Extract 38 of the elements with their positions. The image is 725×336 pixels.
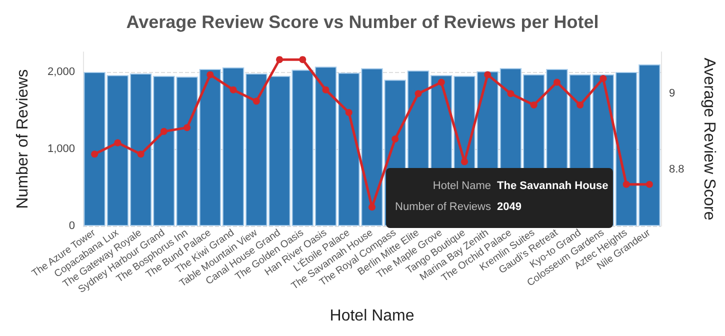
- annotation: Number of Reviews: [395, 201, 491, 213]
- point: [438, 78, 445, 86]
- point: [91, 150, 98, 158]
- point: [322, 86, 330, 94]
- annotation: 2049: [497, 201, 522, 213]
- point: [530, 101, 538, 108]
- y2-tick-label: 9: [669, 88, 676, 100]
- point: [184, 124, 191, 132]
- point: [137, 150, 144, 158]
- point: [392, 136, 399, 142]
- y-tick-label: 0: [68, 220, 75, 232]
- point: [160, 128, 168, 135]
- point: [206, 71, 214, 78]
- y-tick-label: 1,000: [47, 143, 75, 156]
- y2-tick-label: 8.8: [669, 163, 684, 176]
- y-tick-label: 2,000: [47, 66, 75, 78]
- annotation: The Savannah House: [497, 180, 608, 192]
- point: [507, 90, 514, 98]
- point: [252, 98, 260, 105]
- point: [299, 56, 306, 64]
- point: [368, 204, 376, 211]
- point: [646, 180, 653, 188]
- annotation: Hotel Name: [432, 180, 491, 192]
- point: [114, 139, 122, 146]
- point: [460, 158, 468, 166]
- point: [276, 56, 284, 64]
- y-axis-title: Number of Reviews: [14, 69, 32, 209]
- point: [230, 86, 237, 94]
- point: [622, 180, 630, 188]
- chart-title: Average Review Score vs Number of Reviews per Hotel: [126, 12, 599, 32]
- point: [484, 71, 492, 78]
- point: [576, 101, 584, 108]
- point: [553, 78, 560, 86]
- point: [345, 109, 352, 116]
- x-axis-title: Hotel Name: [330, 308, 414, 324]
- point: [600, 74, 607, 82]
- y2-axis-title: Average Review Score: [700, 58, 718, 220]
- point: [414, 90, 422, 98]
